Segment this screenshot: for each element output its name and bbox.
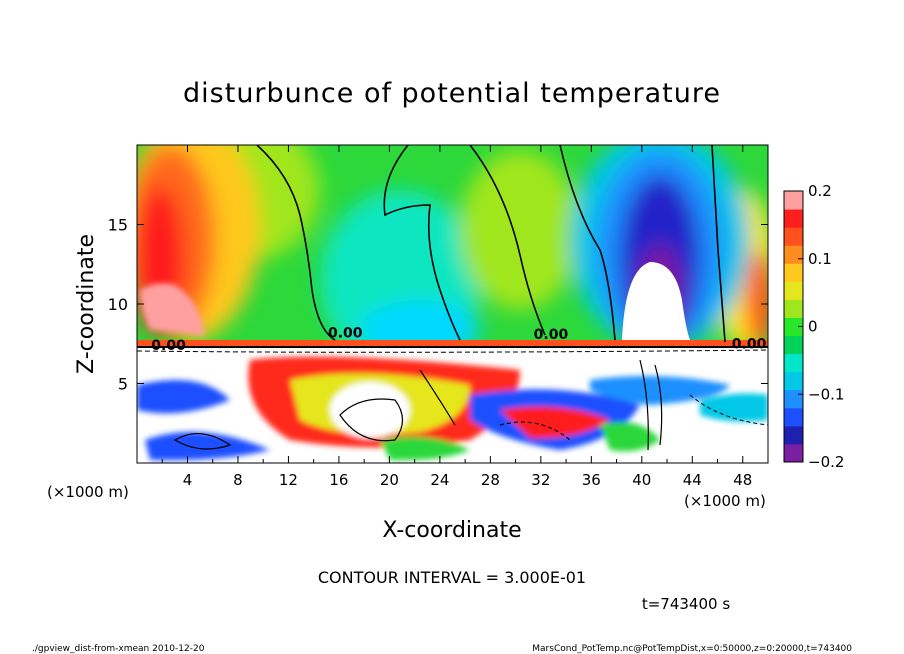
x-tick-label: 24 <box>430 471 449 489</box>
colorbar <box>784 191 803 463</box>
colorbar-swatch <box>784 245 803 264</box>
x-tick-label: 36 <box>582 471 601 489</box>
colorbar-tick-label: 0.2 <box>808 182 832 200</box>
x-tick-label: 48 <box>733 471 752 489</box>
colorbar-swatch <box>784 407 803 427</box>
colorbar-swatch <box>784 227 803 246</box>
y-axis: 5 10 15 <box>108 216 768 394</box>
colorbar-tick-label: −0.2 <box>808 453 844 471</box>
x-axis: 4 8 12 16 20 24 28 32 36 40 44 48 <box>161 145 752 489</box>
footer-right: MarsCond_PotTemp.nc@PotTempDist,x=0:5000… <box>532 644 852 654</box>
contour-label: 0.00 <box>732 337 767 353</box>
colorbar-swatch <box>784 335 803 355</box>
contour-label: 0.00 <box>534 327 569 343</box>
colorbar-swatch <box>784 209 803 228</box>
colorbar-swatch <box>784 281 803 300</box>
colorbar-tick-label: −0.1 <box>808 385 844 403</box>
x-axis-label: X-coordinate <box>382 518 521 543</box>
contour-interval: CONTOUR INTERVAL = 3.000E-01 <box>318 568 586 587</box>
x-tick-label: 16 <box>329 471 348 489</box>
contour-label: 0.00 <box>328 325 363 341</box>
colorbar-swatch <box>784 263 803 282</box>
x-tick-label: 4 <box>183 471 193 489</box>
colorbar-swatch <box>784 389 803 409</box>
contour-labels: 0.00 0.00 0.00 0.00 <box>151 325 766 354</box>
colorbar-swatch <box>784 299 803 318</box>
y-tick-label: 10 <box>108 295 128 314</box>
colorbar-swatch <box>784 425 803 445</box>
x-scale-right: (×1000 m) <box>684 492 766 510</box>
heatmap-field <box>137 145 768 463</box>
contour-label: 0.00 <box>151 338 186 354</box>
x-tick-label: 32 <box>531 471 550 489</box>
x-tick-label: 28 <box>481 471 500 489</box>
x-scale-left: (×1000 m) <box>47 483 129 501</box>
x-tick-label: 8 <box>233 471 243 489</box>
colorbar-swatch <box>784 353 803 373</box>
time-label: t=743400 s <box>642 595 730 613</box>
colorbar-swatch <box>784 191 803 210</box>
colorbar-swatch <box>784 317 803 337</box>
colorbar-tick-label: 0 <box>808 318 818 336</box>
x-tick-label: 20 <box>380 471 399 489</box>
x-tick-label: 12 <box>279 471 298 489</box>
contour-lines <box>137 145 768 451</box>
colorbar-swatch <box>784 443 803 463</box>
colorbar-swatch <box>784 371 803 391</box>
x-tick-label: 44 <box>683 471 702 489</box>
y-tick-label: 15 <box>108 216 128 235</box>
y-axis-label: Z-coordinate <box>74 234 99 374</box>
y-tick-label: 5 <box>118 375 128 394</box>
colorbar-tick-label: 0.1 <box>808 250 832 268</box>
colorbar-ticks: 0.2 0.1 0 −0.1 −0.2 <box>798 182 844 471</box>
chart-title: disturbunce of potential temperature <box>183 78 721 109</box>
footer-left: ./gpview_dist-from-xmean 2010-12-20 <box>32 644 205 654</box>
x-tick-label: 40 <box>632 471 651 489</box>
